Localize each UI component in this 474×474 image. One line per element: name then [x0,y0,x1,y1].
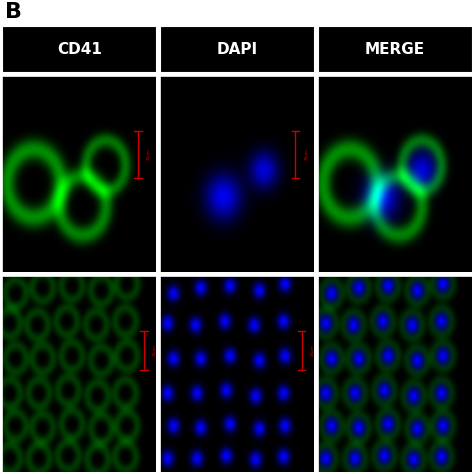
Text: 20μm: 20μm [311,344,315,356]
Text: B: B [5,2,22,22]
Text: MERGE: MERGE [365,42,425,57]
Text: 20μm: 20μm [147,148,151,161]
Text: CD41: CD41 [57,42,102,57]
Text: DAPI: DAPI [217,42,257,57]
Text: 20μm: 20μm [305,148,309,161]
Text: 20μm: 20μm [153,344,157,356]
